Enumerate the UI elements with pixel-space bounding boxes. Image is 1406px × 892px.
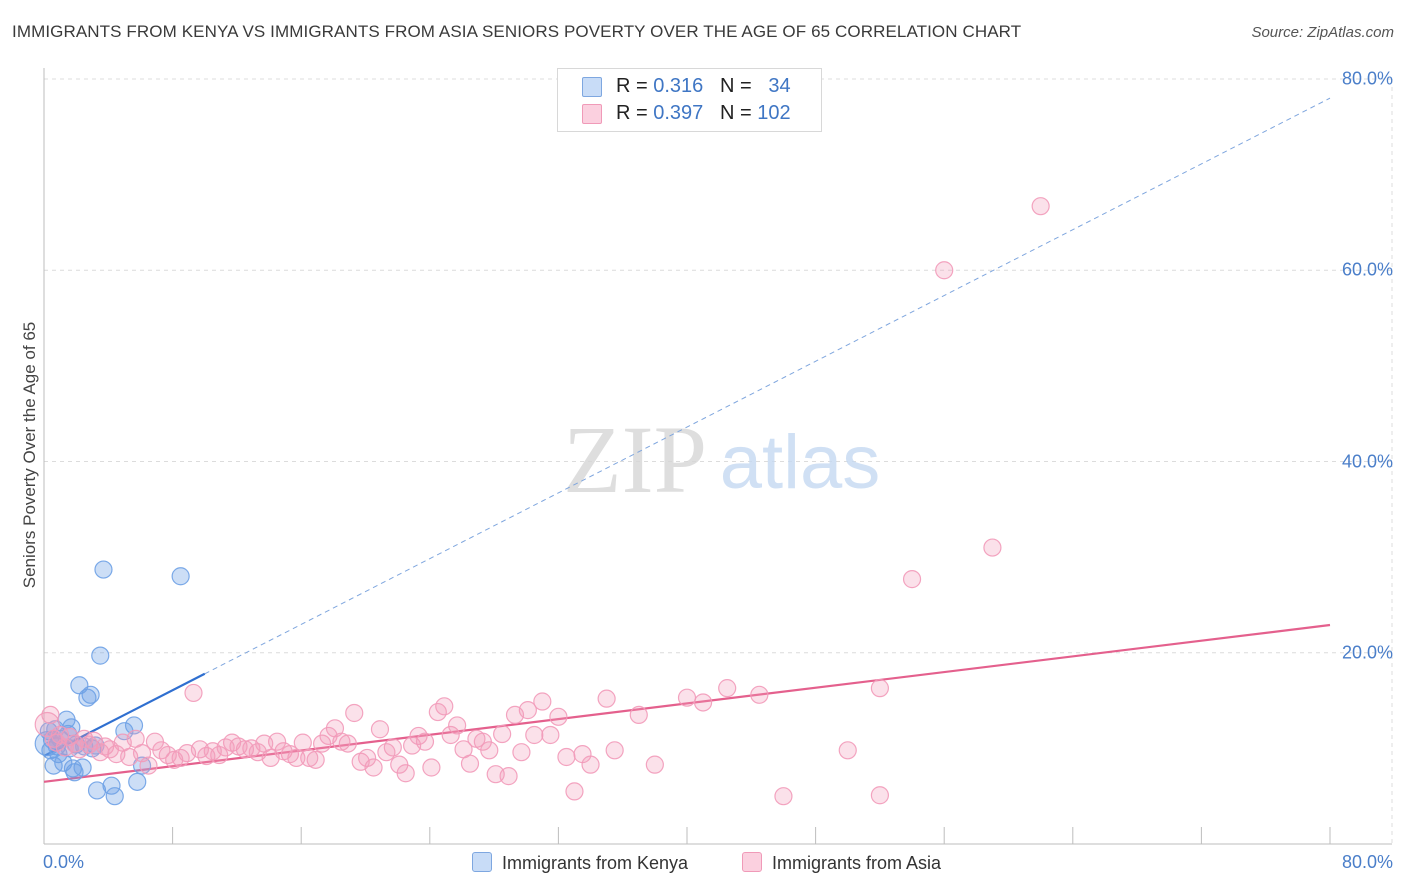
axes bbox=[43, 68, 1392, 845]
trend-extension-kenya bbox=[204, 97, 1331, 675]
point-asia-46 bbox=[306, 750, 325, 769]
point-asia-60 bbox=[396, 764, 415, 783]
point-asia-78 bbox=[512, 743, 531, 762]
point-asia-89 bbox=[605, 741, 624, 760]
point-asia-54 bbox=[358, 748, 377, 768]
point-asia-84 bbox=[557, 747, 576, 767]
point-asia-50 bbox=[332, 732, 351, 751]
bottom-legend-label-kenya: Immigrants from Kenya bbox=[502, 853, 689, 873]
x-tick-label-max: 80.0% bbox=[1341, 852, 1393, 872]
point-asia-45 bbox=[300, 748, 319, 768]
point-asia-55 bbox=[364, 758, 383, 777]
legend-text-kenya: R = 0.316 N = 34 bbox=[616, 75, 791, 97]
point-asia-8 bbox=[70, 740, 89, 759]
point-kenya-18 bbox=[73, 758, 92, 777]
point-asia-5 bbox=[55, 738, 74, 757]
bottom-legend-label-asia: Immigrants from Asia bbox=[772, 853, 942, 873]
point-asia-75 bbox=[493, 724, 512, 744]
x-tick-label-min: 0.0% bbox=[43, 852, 85, 872]
point-asia-68 bbox=[448, 716, 467, 735]
bottom-legend-asia: Immigrants from Asia bbox=[742, 852, 941, 874]
point-asia-44 bbox=[293, 733, 312, 752]
point-asia-79 bbox=[518, 701, 537, 720]
point-asia-76 bbox=[499, 767, 518, 786]
bottom-legend-swatch-kenya bbox=[472, 852, 492, 872]
watermark-zip: ZIP bbox=[563, 406, 707, 513]
data-points bbox=[34, 197, 1050, 806]
point-asia-27 bbox=[184, 683, 203, 703]
point-asia-73 bbox=[480, 741, 499, 760]
legend-text-asia: R = 0.397 N = 102 bbox=[616, 102, 791, 124]
trend-line-asia bbox=[43, 623, 1331, 783]
y-tick-label-20: 20.0% bbox=[1341, 642, 1393, 663]
point-asia-93 bbox=[693, 693, 713, 712]
point-asia-94 bbox=[718, 679, 737, 698]
point-asia-99 bbox=[902, 570, 922, 589]
point-asia-87 bbox=[581, 755, 600, 774]
legend-swatch-asia bbox=[582, 104, 602, 124]
y-tick-label-80: 80.0% bbox=[1341, 68, 1393, 89]
correlation-legend: R = 0.316 N = 34 R = 0.397 N = 102 bbox=[557, 68, 822, 132]
point-asia-70 bbox=[460, 754, 480, 773]
point-asia-56 bbox=[370, 720, 390, 739]
point-asia-98 bbox=[870, 786, 890, 805]
point-kenya-25 bbox=[91, 646, 110, 665]
point-asia-64 bbox=[422, 758, 441, 777]
point-kenya-27 bbox=[102, 776, 121, 795]
point-asia-101 bbox=[983, 538, 1002, 557]
point-kenya-30 bbox=[124, 716, 144, 735]
bottom-legend-kenya: Immigrants from Kenya bbox=[472, 852, 688, 874]
point-asia-102 bbox=[1031, 197, 1050, 216]
point-asia-58 bbox=[383, 738, 402, 757]
gridlines bbox=[44, 78, 1393, 844]
point-asia-103 bbox=[838, 741, 857, 760]
chart-title: IMMIGRANTS FROM KENYA VS IMMIGRANTS FROM… bbox=[12, 22, 1022, 41]
point-asia-100 bbox=[935, 261, 954, 280]
point-asia-83 bbox=[549, 707, 568, 726]
point-kenya-31 bbox=[132, 756, 152, 775]
point-asia-82 bbox=[541, 725, 560, 745]
point-asia-7 bbox=[65, 734, 84, 753]
source-label: Source: ZipAtlas.com bbox=[1251, 24, 1394, 41]
point-asia-51 bbox=[338, 734, 357, 753]
point-asia-52 bbox=[345, 703, 364, 723]
point-asia-90 bbox=[629, 705, 648, 725]
point-asia-66 bbox=[435, 697, 454, 716]
point-asia-1 bbox=[41, 705, 60, 725]
point-asia-97 bbox=[870, 679, 890, 698]
point-asia-96 bbox=[774, 787, 793, 806]
bottom-legend-swatch-asia bbox=[742, 852, 762, 872]
point-asia-63 bbox=[415, 732, 435, 751]
point-kenya-33 bbox=[171, 567, 190, 586]
point-asia-43 bbox=[287, 748, 306, 768]
point-asia-80 bbox=[525, 725, 544, 745]
point-asia-67 bbox=[441, 725, 460, 745]
point-asia-20 bbox=[139, 756, 158, 775]
point-asia-81 bbox=[533, 692, 552, 711]
point-kenya-26 bbox=[94, 560, 113, 579]
point-kenya-21 bbox=[81, 685, 100, 704]
point-kenya-20 bbox=[78, 688, 97, 707]
point-asia-11 bbox=[84, 731, 103, 750]
point-kenya-28 bbox=[105, 787, 124, 806]
point-asia-95 bbox=[750, 685, 769, 704]
point-asia-88 bbox=[597, 689, 616, 708]
point-asia-92 bbox=[677, 688, 697, 707]
legend-swatch-kenya bbox=[582, 77, 602, 97]
watermark-atlas: atlas bbox=[720, 420, 881, 505]
y-tick-label-40: 40.0% bbox=[1341, 451, 1393, 471]
point-kenya-24 bbox=[87, 781, 107, 800]
y-tick-label-60: 60.0% bbox=[1341, 259, 1393, 280]
point-asia-91 bbox=[645, 755, 664, 774]
point-asia-40 bbox=[267, 732, 287, 751]
point-kenya-32 bbox=[128, 772, 147, 791]
point-asia-85 bbox=[565, 782, 584, 801]
